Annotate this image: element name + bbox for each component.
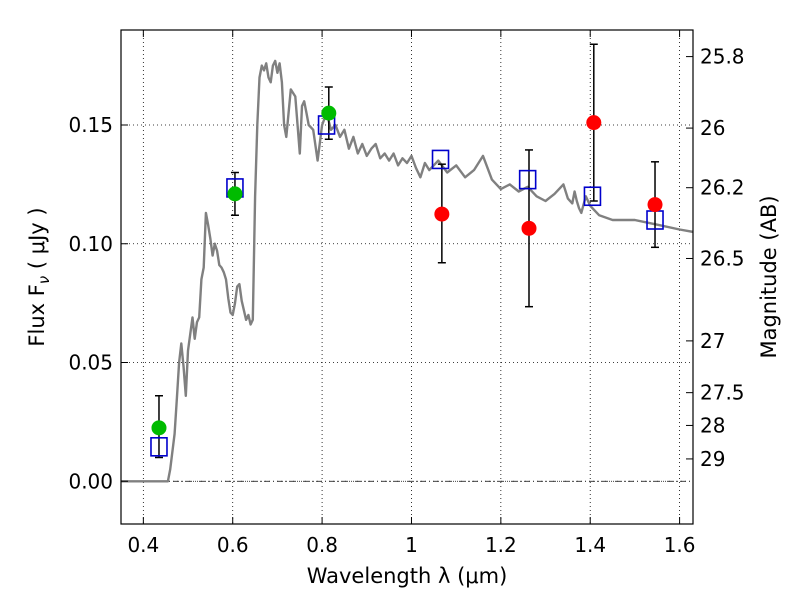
tick-labels: 0.4 0.6 0.8 1 1.2 1.4 1.6 0.00 0.05 0.10 0.15 25.8 2… <box>68 45 744 557</box>
plot-frame <box>120 29 694 525</box>
y-axis-label-subscript: ν <box>35 276 53 284</box>
photometry-point <box>227 186 243 202</box>
observed-photometry-layer <box>151 105 663 436</box>
magnitude-tick-label: 29 <box>700 447 725 471</box>
y-axis-right-label: Magnitude (AB) <box>757 195 781 358</box>
x-tick-label: 1.4 <box>574 533 606 557</box>
photometry-point <box>151 420 167 436</box>
grid <box>121 30 693 524</box>
magnitude-tick-label: 25.8 <box>700 45 745 69</box>
model-photometry-square <box>431 149 450 170</box>
y-axis-label-main: Flux F <box>25 284 49 346</box>
x-tick-label: 1 <box>405 533 418 557</box>
y-tick-label: 0.00 <box>68 469 113 493</box>
magnitude-tick-label: 26.2 <box>700 176 745 200</box>
photometry-point <box>321 105 337 121</box>
model-photometry-square <box>583 186 602 207</box>
ticks <box>121 30 693 524</box>
x-tick-label: 0.4 <box>127 533 159 557</box>
plot-area <box>121 43 693 483</box>
y-axis-label: Flux Fν ( μJy ) <box>25 207 53 346</box>
photometry-point <box>521 220 537 236</box>
x-tick-label: 0.6 <box>217 533 249 557</box>
magnitude-tick-label: 27.5 <box>700 381 745 405</box>
x-tick-label: 0.8 <box>306 533 338 557</box>
x-tick-label: 1.6 <box>664 533 696 557</box>
model-photometry-square <box>518 169 537 190</box>
photometry-point <box>434 206 450 222</box>
x-tick-label: 1.2 <box>485 533 517 557</box>
model-sed-layer <box>121 59 693 483</box>
photometry-point <box>586 115 602 131</box>
y-tick-label: 0.15 <box>68 113 113 137</box>
magnitude-tick-label: 28 <box>700 413 725 437</box>
x-axis-label: Wavelength λ (μm) <box>307 564 508 588</box>
magnitude-tick-label: 27 <box>700 329 725 353</box>
y-axis-label-unit: ( μJy ) <box>25 207 49 275</box>
magnitude-tick-label: 26 <box>700 116 725 140</box>
model-photometry-square <box>150 437 168 457</box>
error-bars <box>154 43 660 459</box>
photometry-point <box>647 197 663 213</box>
y-tick-label: 0.10 <box>68 232 113 256</box>
model-sed-line <box>121 59 693 483</box>
y-tick-label: 0.05 <box>68 351 113 375</box>
magnitude-tick-label: 26.5 <box>700 246 745 270</box>
